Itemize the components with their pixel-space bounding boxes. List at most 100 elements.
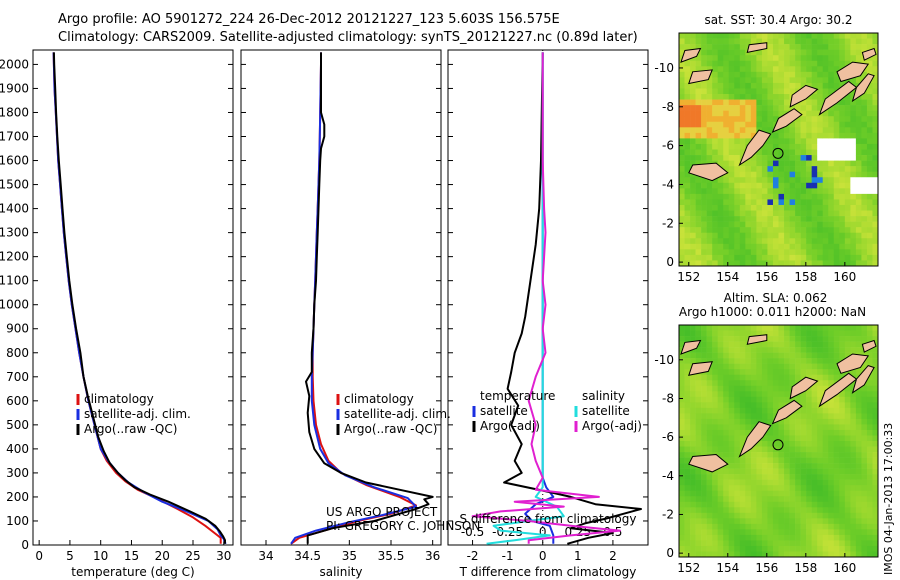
sst-grid-cell	[839, 260, 846, 267]
sla-grid-cell	[772, 374, 779, 381]
sla-grid-cell	[684, 402, 691, 409]
sst-grid-cell	[739, 204, 746, 211]
sla-grid-cell	[789, 358, 796, 364]
sst-grid-cell	[723, 160, 730, 167]
sla-grid-cell	[739, 418, 746, 425]
sst-grid-cell	[767, 249, 774, 256]
sla-grid-cell	[684, 330, 691, 337]
sla-grid-cell	[767, 374, 774, 381]
sst-grid-cell	[712, 38, 718, 45]
sla-grid-cell	[684, 435, 691, 442]
sla-grid-cell	[679, 391, 685, 398]
sla-grid-cell	[844, 518, 851, 525]
sla-grid-cell	[679, 463, 685, 469]
sla-grid-cell	[772, 402, 779, 409]
sst-grid-cell	[778, 38, 785, 45]
sst-grid-cell	[701, 143, 707, 150]
sla-grid-cell	[811, 341, 818, 348]
sst-grid-cell	[761, 193, 768, 200]
sla-y-tick-label: -4	[662, 469, 674, 483]
sst-grid-cell	[706, 216, 713, 222]
temp-y-tick-label: 1000	[0, 298, 29, 312]
sst-grid-cell	[828, 254, 835, 261]
sla-grid-cell	[828, 413, 835, 420]
sla-grid-cell	[861, 446, 868, 453]
sla-grid-cell	[772, 347, 779, 353]
sst-grid-cell	[712, 188, 718, 195]
sst-grid-cell	[712, 143, 718, 150]
sla-grid-cell	[789, 429, 796, 436]
side-timestamp-label: IMOS 04-Jan-2013 17:00:33	[882, 422, 895, 575]
sla-grid-cell	[866, 418, 873, 425]
sst-grid-cell	[844, 132, 851, 139]
sla-grid-cell	[745, 413, 752, 420]
sla-grid-cell	[789, 325, 796, 331]
sla-grid-cell	[850, 341, 857, 348]
sla-grid-cell	[795, 446, 801, 453]
sst-grid-cell	[850, 177, 857, 184]
sla-grid-cell	[850, 490, 857, 497]
sst-grid-cell	[690, 249, 696, 256]
sst-grid-cell	[817, 182, 824, 189]
sla-grid-cell	[695, 441, 702, 447]
sla-grid-cell	[866, 358, 873, 364]
sst-grid-cell	[734, 238, 741, 245]
sla-grid-cell	[772, 352, 779, 359]
sla-grid-cell	[728, 363, 735, 370]
sst-grid-cell	[822, 188, 829, 195]
sst-grid-cell	[844, 49, 851, 56]
sst-grid-cell	[701, 110, 707, 117]
sla-grid-cell	[855, 512, 862, 519]
sla-grid-cell	[772, 501, 779, 508]
sla-grid-cell	[811, 468, 818, 475]
sla-grid-cell	[817, 435, 824, 442]
sla-grid-cell	[728, 551, 735, 558]
sla-grid-cell	[795, 347, 801, 353]
sst-grid-cell	[772, 204, 779, 211]
sla-grid-cell	[761, 441, 768, 447]
sst-grid-cell	[866, 155, 873, 161]
sst-grid-cell	[679, 60, 685, 67]
sla-grid-cell	[828, 479, 835, 486]
sla-grid-cell	[872, 358, 879, 364]
sst-grid-cell	[684, 171, 691, 178]
difference-profile-plot: -2 -1 0 1 2-0.5 -0.25 0 0.25 0.5T difference fro…	[447, 49, 649, 579]
sla-grid-cell	[822, 474, 829, 480]
sla-grid-cell	[701, 396, 707, 403]
sla-y-tick-label: -10	[654, 353, 674, 367]
sst-grid-cell	[866, 149, 873, 156]
sst-grid-cell	[795, 160, 801, 167]
sla-grid-cell	[684, 374, 691, 381]
sla-grid-cell	[728, 352, 735, 359]
sst-grid-cell	[784, 33, 790, 39]
sla-grid-cell	[795, 441, 801, 447]
sst-grid-cell	[795, 238, 801, 245]
sst-grid-cell	[828, 155, 835, 161]
sla-grid-cell	[806, 452, 812, 458]
sst-grid-cell	[811, 204, 818, 211]
sst-grid-cell	[723, 238, 730, 245]
sst-grid-cell	[800, 77, 807, 84]
sst-grid-cell	[772, 94, 779, 100]
sst-grid-cell	[712, 243, 718, 250]
sst-grid-cell	[866, 33, 873, 39]
sst-grid-cell	[690, 138, 696, 145]
sla-grid-cell	[684, 325, 691, 331]
sla-grid-cell	[784, 518, 790, 525]
sla-grid-cell	[866, 407, 873, 414]
sla-grid-cell	[739, 341, 746, 348]
sla-grid-cell	[866, 429, 873, 436]
sla-grid-cell	[679, 441, 685, 447]
sst-grid-cell	[822, 260, 829, 267]
sst-grid-cell	[789, 160, 796, 167]
temp-x-axis-label: temperature (deg C)	[71, 565, 194, 579]
sst-grid-cell	[778, 177, 785, 184]
sla-grid-cell	[822, 446, 829, 453]
sla-grid-cell	[822, 358, 829, 364]
sst-grid-cell	[784, 210, 790, 217]
sla-grid-cell	[739, 545, 746, 552]
sla-grid-cell	[800, 402, 807, 409]
sst-grid-cell	[706, 66, 713, 73]
sst-grid-cell	[701, 121, 707, 128]
sla-grid-cell	[839, 341, 846, 348]
